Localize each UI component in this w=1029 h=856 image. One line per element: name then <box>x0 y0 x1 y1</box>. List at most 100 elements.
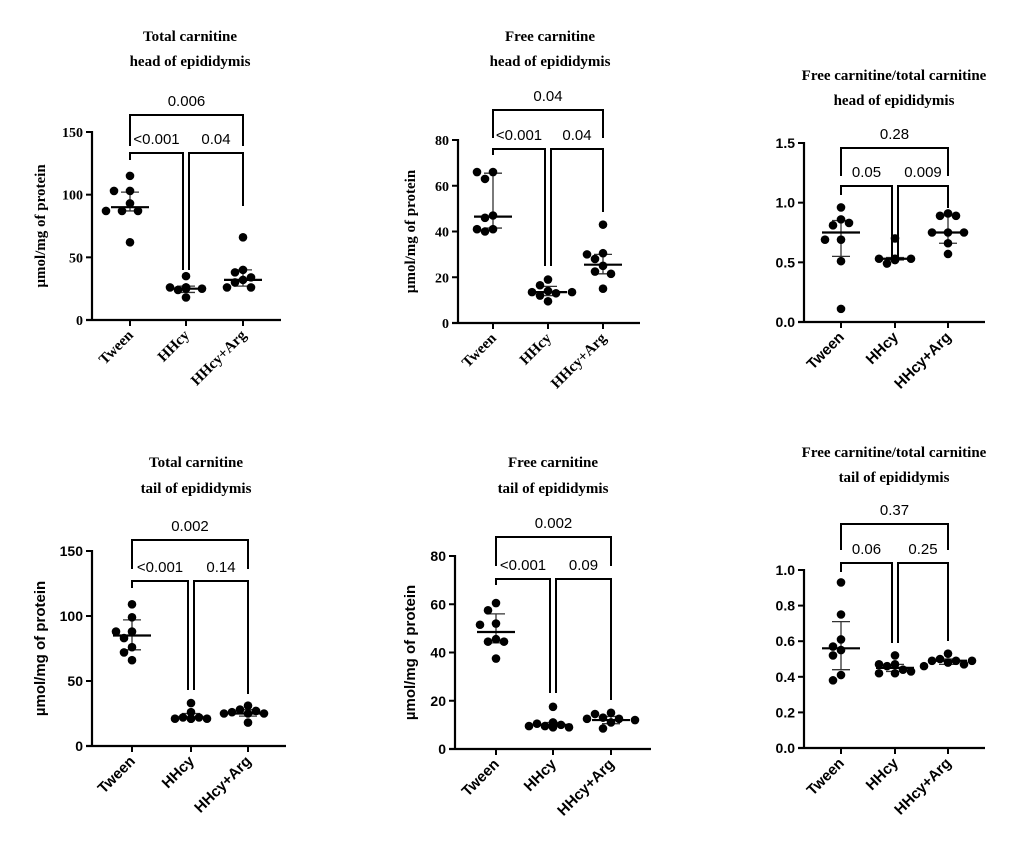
data-point <box>836 645 846 655</box>
group-hhcy <box>524 702 574 732</box>
x-tick-label: HHcy <box>521 755 561 795</box>
p-value-label: <0.001 <box>496 127 542 144</box>
group-hhcy <box>874 234 916 268</box>
data-point <box>943 209 953 218</box>
data-point <box>109 186 119 196</box>
data-point <box>186 698 196 708</box>
data-point <box>582 714 592 724</box>
data-point <box>951 211 961 221</box>
data-point <box>927 656 937 666</box>
data-point <box>882 259 892 268</box>
y-tick-label: 100 <box>60 608 84 624</box>
x-tick-label: HHcy <box>155 327 193 365</box>
p-value-label: 0.04 <box>562 127 591 144</box>
bracket-line <box>492 148 546 266</box>
chart-title-line: tail of epididymis <box>498 481 609 497</box>
data-point <box>828 221 838 230</box>
data-point <box>119 633 129 643</box>
data-point <box>890 651 900 660</box>
data-point <box>820 235 830 244</box>
comparison-bracket: 0.06 <box>840 541 893 643</box>
y-axis-label: µmol/mg of protein <box>33 164 49 288</box>
data-point <box>943 649 953 658</box>
data-point <box>243 701 253 710</box>
data-point <box>243 709 253 718</box>
group-tween <box>472 167 512 236</box>
comparison-bracket: 0.002 <box>495 515 612 566</box>
x-tick-label: HHcy+Arg <box>188 327 250 389</box>
bracket-line <box>550 148 604 266</box>
data-point <box>935 654 945 664</box>
chart-title-line: Total carnitine <box>149 455 243 471</box>
data-point <box>472 224 482 234</box>
data-point <box>527 287 537 297</box>
data-point <box>567 287 577 297</box>
p-value-label: 0.14 <box>206 559 235 576</box>
data-point <box>598 261 608 271</box>
p-value-label: 0.25 <box>908 541 937 558</box>
p-value-label: 0.04 <box>533 88 562 105</box>
chart-title-line: Total carnitine <box>143 29 237 45</box>
comparison-bracket: <0.001 <box>495 557 551 693</box>
group-hhcy <box>165 271 207 302</box>
data-point <box>551 288 561 298</box>
data-point <box>127 655 137 665</box>
group-hhcy-arg <box>222 232 262 292</box>
bracket-line <box>193 580 249 694</box>
data-point <box>828 676 838 685</box>
data-point <box>543 286 553 296</box>
panel-bottom-left: Total carnitine tail of epididymis 0 50 100 1… <box>32 455 286 816</box>
data-point <box>181 293 191 302</box>
x-tick-label: Tween <box>459 330 500 371</box>
bracket-line <box>492 109 604 138</box>
data-point <box>598 724 608 733</box>
data-point <box>186 707 196 717</box>
group-tween <box>475 598 515 663</box>
data-point <box>491 634 501 644</box>
p-value-label: 0.006 <box>168 93 206 110</box>
data-point <box>483 637 493 646</box>
data-point <box>119 648 129 657</box>
data-point <box>836 256 846 266</box>
x-tick-label: Tween <box>96 327 137 368</box>
data-point <box>480 213 490 223</box>
comparison-bracket: 0.009 <box>897 164 949 258</box>
data-point <box>194 713 204 722</box>
comparison-bracket: 0.05 <box>840 164 893 258</box>
data-point <box>598 284 608 293</box>
bracket-line <box>897 185 949 258</box>
x-tick-label: HHcy+Arg <box>891 329 955 393</box>
p-value-label: 0.06 <box>852 541 881 558</box>
y-tick-label: 80 <box>430 548 446 564</box>
data-point <box>535 280 545 290</box>
y-tick-label: 1.0 <box>776 195 796 211</box>
group-hhcy-arg <box>582 220 622 293</box>
data-point <box>219 709 229 718</box>
data-point <box>548 702 558 712</box>
data-point <box>125 199 135 208</box>
data-point <box>935 211 945 221</box>
data-point <box>127 600 137 609</box>
data-point <box>836 610 846 619</box>
bracket-line <box>129 152 184 270</box>
group-tween <box>820 203 860 314</box>
data-point <box>836 215 846 224</box>
x-tick-label: HHcy <box>863 754 903 794</box>
y-tick-label: 20 <box>435 271 449 286</box>
data-point <box>499 637 509 646</box>
data-point <box>606 708 616 718</box>
group-hhcy-arg <box>919 649 977 671</box>
group-hhcy <box>874 651 916 678</box>
y-tick-label: 60 <box>435 180 449 195</box>
data-point <box>235 705 245 714</box>
x-tick-label: HHcy <box>159 752 199 792</box>
data-point <box>874 660 884 669</box>
bracket-line <box>129 114 244 146</box>
data-point <box>828 651 838 660</box>
bracket-line <box>555 578 612 700</box>
data-point <box>472 167 482 177</box>
p-value-label: 0.28 <box>880 126 909 143</box>
data-point <box>127 627 137 636</box>
y-tick-label: 150 <box>62 126 83 141</box>
data-point <box>173 285 183 295</box>
